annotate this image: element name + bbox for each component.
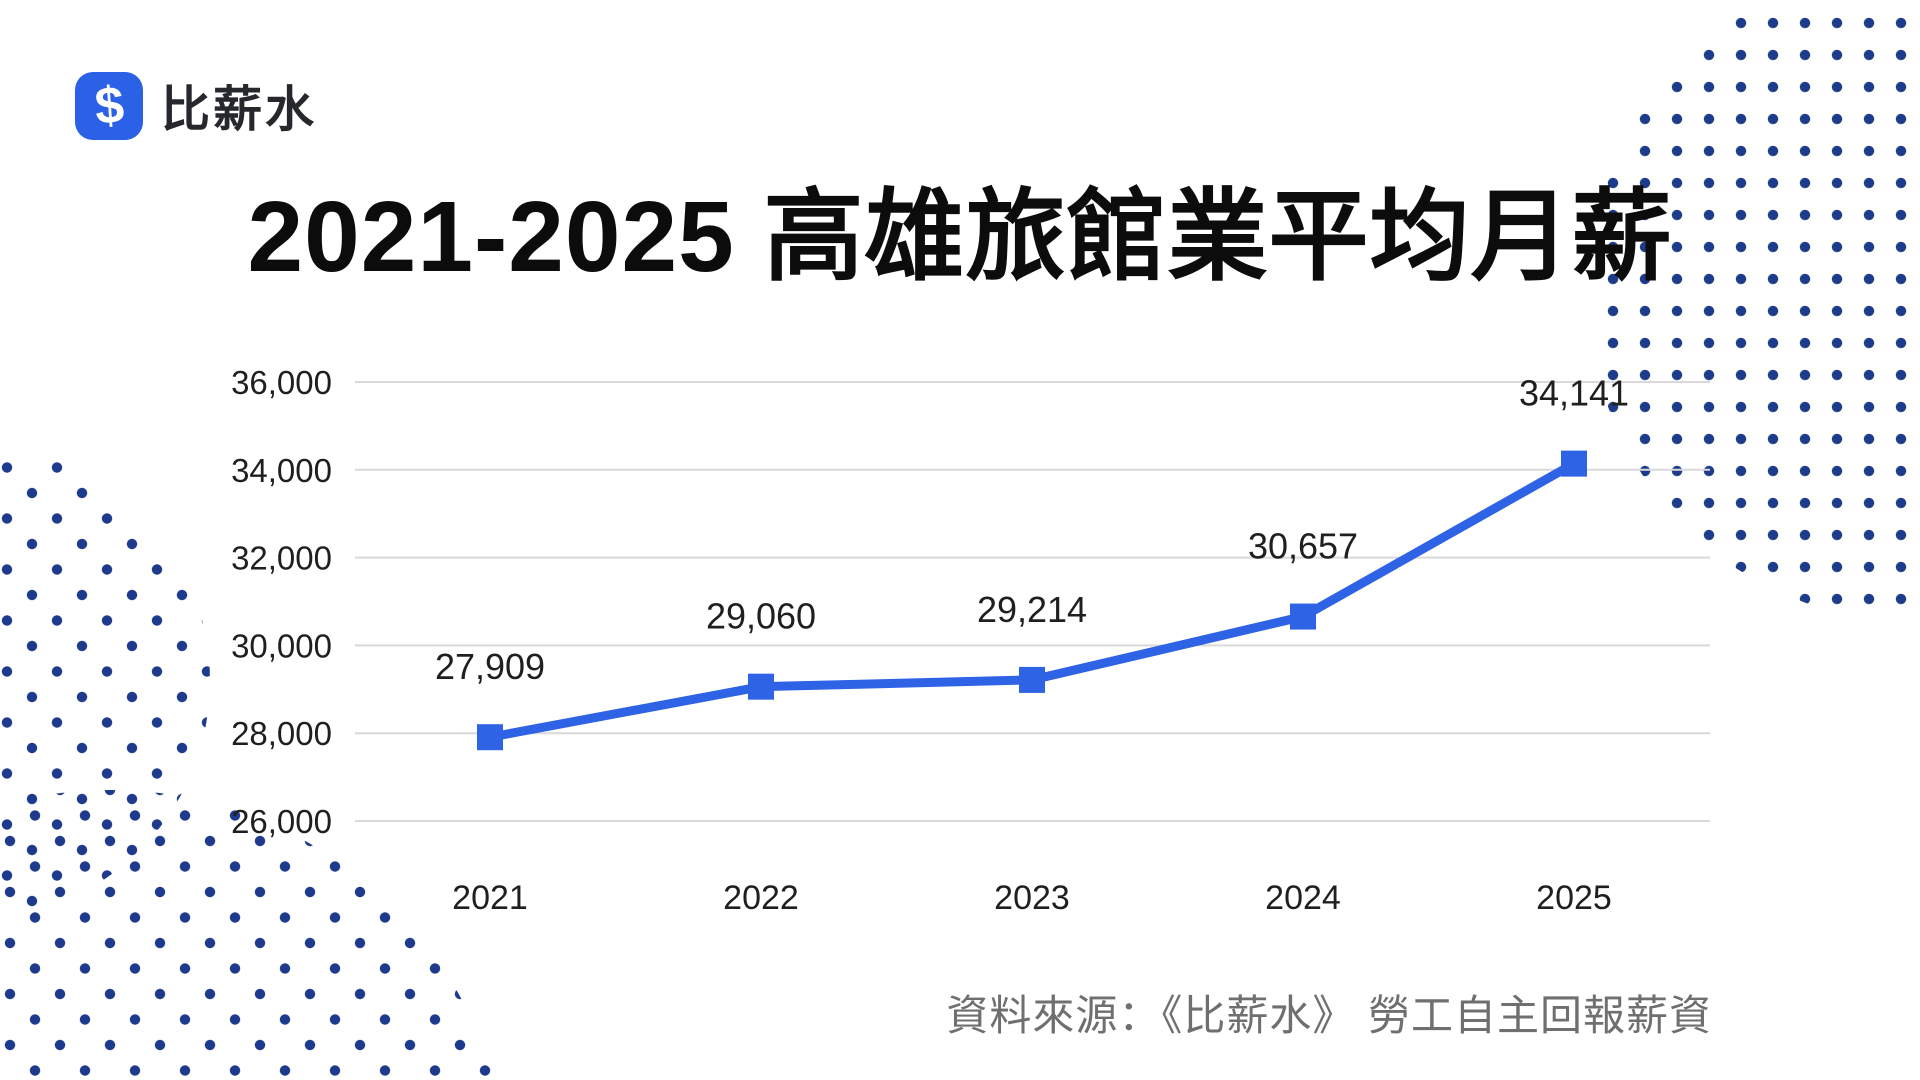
data-point-marker-2024 (1290, 603, 1316, 630)
x-axis-label-2021: 2021 (452, 879, 528, 917)
x-axis-label-2022: 2022 (723, 879, 799, 917)
brand-name: 比薪水 (161, 83, 318, 137)
data-point-marker-2021 (477, 724, 503, 751)
y-axis-tick-label: 34,000 (231, 452, 332, 489)
y-axis-tick-label: 26,000 (231, 803, 332, 840)
page-title: 2021-2025 高雄旅館業平均月薪 (247, 181, 1673, 293)
x-axis-label-2023: 2023 (994, 879, 1070, 917)
data-point-value-label: 30,657 (1248, 526, 1358, 567)
dollar-sign-icon: $ (75, 71, 143, 140)
data-point-value-label: 27,909 (435, 646, 545, 687)
data-point-marker-2023 (1019, 666, 1045, 693)
y-axis-tick-label: 36,000 (231, 364, 332, 401)
y-axis-tick-label: 32,000 (231, 540, 332, 577)
x-axis-label-2024: 2024 (1265, 879, 1341, 917)
brand-logo: $ 比薪水 (75, 70, 317, 141)
data-point-marker-2022 (748, 673, 774, 700)
data-point-marker-2025 (1561, 450, 1587, 477)
data-point-value-label: 34,141 (1519, 373, 1629, 414)
y-axis-tick-label: 28,000 (231, 715, 332, 752)
data-point-value-label: 29,214 (977, 589, 1087, 630)
source-note: 資料來源：《比薪水》 勞工自主回報薪資 (946, 992, 1712, 1039)
x-axis-label-2025: 2025 (1536, 879, 1612, 917)
y-axis-tick-label: 30,000 (231, 627, 332, 664)
data-point-value-label: 29,060 (706, 596, 816, 637)
